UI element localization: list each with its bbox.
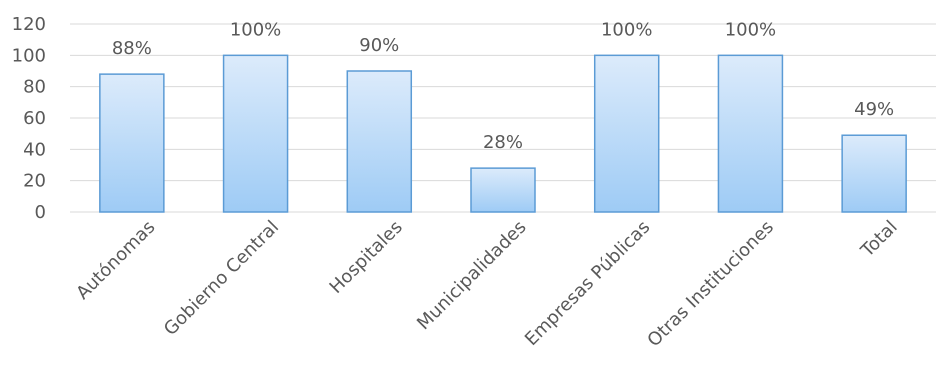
y-tick-label: 60 (23, 108, 46, 129)
data-label: 100% (725, 19, 776, 40)
y-tick-label: 20 (23, 171, 46, 192)
category-label: Municipalidades (413, 217, 530, 334)
data-label: 100% (230, 19, 281, 40)
category-label: Autónomas (72, 217, 159, 304)
data-label: 88% (112, 38, 152, 59)
y-tick-label: 0 (35, 202, 46, 223)
category-label: Hospitales (326, 217, 407, 298)
data-label: 90% (359, 35, 399, 56)
category-label: Gobierno Central (160, 217, 283, 340)
bar-1 (222, 54, 289, 213)
y-tick-label: 40 (23, 139, 46, 160)
category-label: Otras Instituciones (644, 217, 778, 351)
bar-6 (841, 134, 907, 213)
y-tick-label: 100 (12, 45, 46, 66)
data-labels: 88% 100% 90% 28% 100% 100% 49% (112, 19, 894, 153)
category-label: Empresas Públicas (521, 217, 654, 350)
bars (99, 54, 907, 213)
gridlines (70, 23, 936, 213)
bar-0 (99, 73, 165, 213)
bar-3 (470, 167, 536, 213)
category-label: Total (856, 217, 901, 262)
x-axis-category-labels: Autónomas Gobierno Central Hospitales Munic… (72, 217, 901, 351)
data-label: 100% (601, 19, 652, 40)
bar-2 (346, 70, 413, 213)
y-axis-tick-labels: 0 20 40 60 80 100 120 (12, 14, 46, 223)
y-tick-label: 80 (23, 77, 46, 98)
y-tick-label: 120 (12, 14, 46, 35)
bar-5 (717, 54, 784, 213)
data-label: 49% (854, 99, 894, 120)
bar-4 (593, 54, 660, 213)
data-label: 28% (483, 132, 523, 153)
